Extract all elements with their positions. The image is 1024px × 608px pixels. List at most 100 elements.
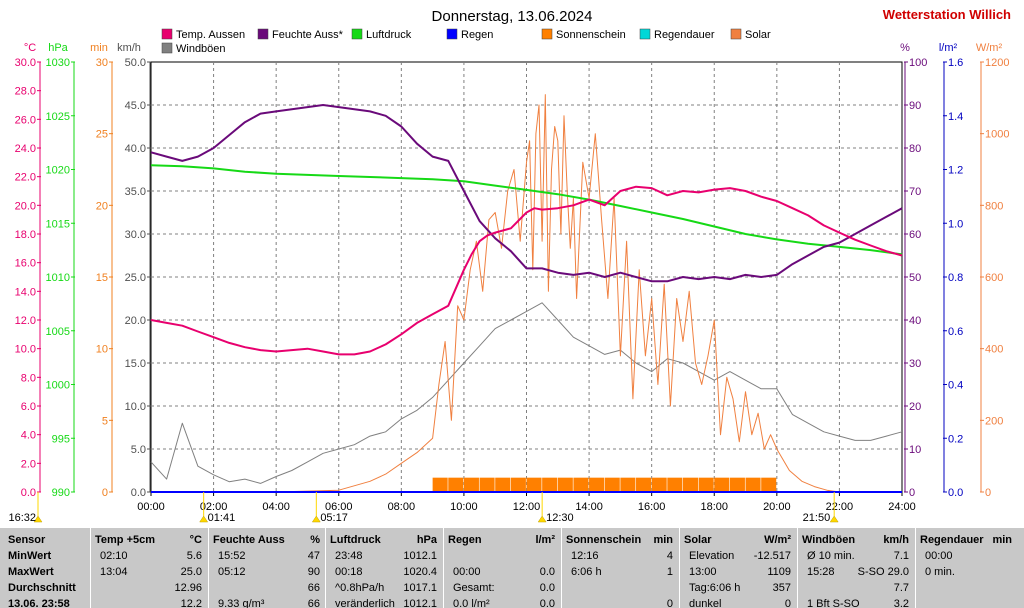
table-cell: 00:00 xyxy=(453,566,481,578)
table-cell: dunkel xyxy=(689,598,722,608)
axis-tick-label: 26.0 xyxy=(15,114,36,126)
axis-tick-label: 1010 xyxy=(46,272,70,284)
axis-tick-label: 30 xyxy=(96,57,108,69)
table-header-unit: hPa xyxy=(416,534,437,546)
table-header-unit: min xyxy=(992,534,1012,546)
legend-swatch xyxy=(541,28,553,40)
table-cell: 6:06 h xyxy=(571,566,602,578)
table-separator xyxy=(325,528,326,608)
legend-swatch xyxy=(257,28,269,40)
axis-tick-label: 0.6 xyxy=(948,326,963,338)
table-cell: 13:04 xyxy=(100,566,128,578)
plot-series xyxy=(150,94,903,493)
axis-tick-label: 1015 xyxy=(46,218,70,230)
legend-label: Sonnenschein xyxy=(556,29,626,41)
legend-label: Temp. Aussen xyxy=(176,29,245,41)
axis-tick-label: 30.0 xyxy=(125,229,146,241)
axis-tick-label: 10 xyxy=(909,444,921,456)
table-cell: 4 xyxy=(666,550,673,562)
table-cell: ^0.8hPa/h xyxy=(335,582,385,594)
table-cell: 0.0 l/m² xyxy=(453,598,490,608)
table-cell: 357 xyxy=(772,582,791,594)
table-cell: Ø 10 min. xyxy=(807,550,855,562)
table-separator xyxy=(797,528,798,608)
axes-right: %1009080706050403020100l/m²1.61.41.21.00… xyxy=(900,42,1009,499)
x-tick-label: 24:00 xyxy=(888,501,916,513)
sunshine-bar xyxy=(604,477,620,492)
axis-tick-label: 90 xyxy=(909,100,921,112)
legend-swatch xyxy=(351,28,363,40)
table-cell: 7.1 xyxy=(893,550,909,562)
table-header-label: Luftdruck xyxy=(330,534,381,546)
sunshine-bar xyxy=(682,477,699,492)
sunshine-bar xyxy=(432,477,448,492)
table-cell: 00:18 xyxy=(335,566,363,578)
axis-tick-label: 18.0 xyxy=(15,229,36,241)
table-header-unit: W/m² xyxy=(764,534,791,546)
axis-tick-label: 0.2 xyxy=(948,433,963,445)
sun-event-marker xyxy=(829,515,839,523)
legend-label: Luftdruck xyxy=(366,29,412,41)
sunshine-bar xyxy=(526,477,542,492)
event-markers: 16:32 01:41 05:17 12:30 21:50 xyxy=(8,492,839,524)
table-cell: 47 xyxy=(307,550,320,562)
x-tick-label: 20:00 xyxy=(763,501,791,513)
table-header-label: Windböen xyxy=(802,534,856,546)
table-separator xyxy=(561,528,562,608)
x-tick-label: 04:00 xyxy=(262,501,290,513)
axis-tick-label: 60 xyxy=(909,229,921,241)
axis-tick-label: 1030 xyxy=(46,57,70,69)
legend-label: Feuchte Auss* xyxy=(272,29,344,41)
table-cell: 1012.1 xyxy=(403,598,437,608)
sunshine-bar xyxy=(589,477,605,492)
table-header-label: Regen xyxy=(448,534,482,546)
sunshine-bar xyxy=(729,477,745,492)
table-cell: 0 xyxy=(666,598,673,608)
axis-tick-label: 0.0 xyxy=(21,487,36,499)
axis-tick-label: 0 xyxy=(102,487,108,499)
table-separator xyxy=(915,528,916,608)
sunshine-bar xyxy=(463,477,479,492)
series-line-1 xyxy=(150,104,903,283)
legend-label: Solar xyxy=(745,29,771,41)
table-cell: 05:12 xyxy=(218,566,246,578)
series-line-4 xyxy=(151,94,902,493)
table-cell: 66 xyxy=(307,582,320,594)
sunshine-bar xyxy=(495,477,511,492)
axis-unit-label: °C xyxy=(24,42,36,54)
axis-tick-label: 0.8 xyxy=(948,272,963,284)
grid xyxy=(150,61,903,493)
table-header-unit: l/m² xyxy=(535,534,555,546)
axis-tick-label: 24.0 xyxy=(15,143,36,155)
sun-event-marker xyxy=(199,515,209,523)
table-cell: 1017.1 xyxy=(403,582,437,594)
sunshine-bar xyxy=(761,477,777,492)
x-tick-label: 12:00 xyxy=(513,501,541,513)
table-separator xyxy=(679,528,680,608)
table-row-label: 13.06. 23:58 xyxy=(8,598,70,608)
axis-tick-label: 30.0 xyxy=(15,57,36,69)
axis-tick-label: 8.0 xyxy=(21,372,36,384)
axis-tick-label: 0 xyxy=(909,487,915,499)
sunshine-bar xyxy=(745,477,761,492)
series-line-0 xyxy=(150,185,903,356)
table-header-label: Temp +5cm xyxy=(95,534,156,546)
sun-event-marker xyxy=(537,515,547,523)
table-cell: -12.517 xyxy=(753,550,791,562)
table-header-unit: km/h xyxy=(883,534,909,546)
axis-tick-label: 14.0 xyxy=(15,286,36,298)
axis-tick-label: 20 xyxy=(909,401,921,413)
x-tick-label: 00:00 xyxy=(137,501,165,513)
table-row-label: Durchschnitt xyxy=(8,582,76,594)
sunshine-bar xyxy=(542,477,558,492)
axis-tick-label: 5.0 xyxy=(131,444,146,456)
axis-tick-label: 100 xyxy=(909,57,927,69)
table-cell: 3.2 xyxy=(893,598,909,608)
axis-tick-label: 1000 xyxy=(46,380,70,392)
axis-tick-label: 1020 xyxy=(46,165,70,177)
sunshine-bar xyxy=(667,477,683,492)
axis-tick-label: 600 xyxy=(985,272,1003,284)
series-line-2 xyxy=(150,164,903,256)
table-cell: 12:16 xyxy=(571,550,599,562)
table-cell: veränderlich xyxy=(335,598,395,608)
